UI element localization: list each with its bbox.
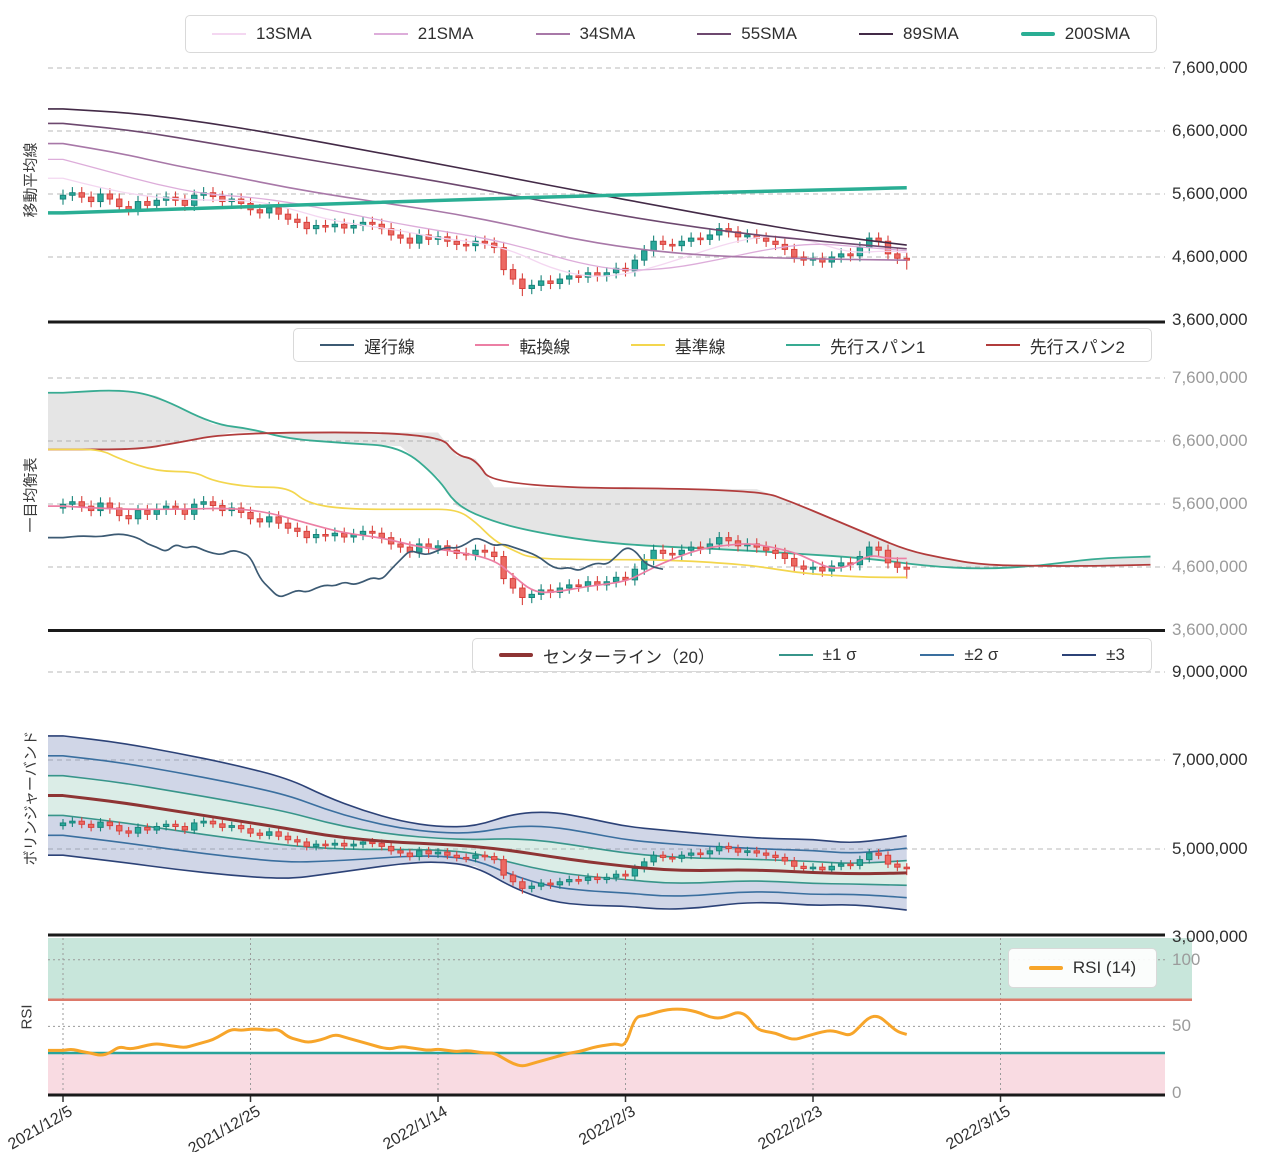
y-label: 0 <box>1172 1083 1182 1102</box>
legend-item-34sma[interactable]: 34SMA <box>535 24 635 44</box>
legend-item-centerline[interactable]: センターライン（20） <box>499 643 715 668</box>
y-label: 6,600,000 <box>1172 121 1248 140</box>
senkou1-swatch <box>786 344 821 346</box>
legend-item-senkou1[interactable]: 先行スパン1 <box>786 333 925 358</box>
sigma3-swatch <box>1062 654 1097 656</box>
y-label: 6,600,000 <box>1172 431 1248 450</box>
panel4-axis-title: RSI <box>18 1004 36 1030</box>
centerline-swatch <box>499 653 533 657</box>
y-label: 3,600,000 <box>1172 310 1248 329</box>
legend-item-chikou[interactable]: 遅行線 <box>320 333 415 358</box>
panel-rsi[interactable] <box>48 938 1192 1095</box>
21sma-swatch <box>373 33 408 35</box>
legend-item-sigma2[interactable]: ±2 σ <box>920 645 998 665</box>
200sma-swatch <box>1020 32 1055 36</box>
y-label: 7,000,000 <box>1172 750 1248 769</box>
legend-item-sigma1[interactable]: ±1 σ <box>778 645 857 665</box>
legend-item-13sma[interactable]: 13SMA <box>212 24 312 44</box>
panel3-axis-title: ボリンジャーバンド <box>22 730 40 866</box>
kijun-swatch <box>630 344 665 346</box>
sigma2-swatch <box>920 654 955 656</box>
panel-separator <box>48 629 1165 632</box>
y-label: 3,000,000 <box>1172 927 1248 946</box>
bollinger-legend: センターライン（20） ±1 σ ±2 σ ±3 <box>472 638 1152 672</box>
13sma-swatch <box>212 33 246 35</box>
34sma-swatch <box>535 33 570 35</box>
legend-item-tenkan[interactable]: 転換線 <box>475 333 570 358</box>
rsi-swatch <box>1028 966 1063 970</box>
panel-ichimoku[interactable] <box>48 389 1151 606</box>
rsi-legend: RSI (14) <box>1008 948 1157 988</box>
y-label: 7,600,000 <box>1172 368 1248 387</box>
ichimoku-legend: 遅行線 転換線 基準線 先行スパン1 先行スパン2 <box>293 328 1152 362</box>
panel-separator <box>48 320 1165 324</box>
panel1-axis-title: 移動平均線 <box>22 142 40 218</box>
y-label: 100 <box>1172 950 1201 969</box>
sigma1-swatch <box>778 654 813 656</box>
panel-moving-average[interactable] <box>48 108 910 297</box>
89sma-swatch <box>859 33 893 35</box>
legend-item-55sma[interactable]: 55SMA <box>697 24 797 44</box>
legend-item-senkou2[interactable]: 先行スパン2 <box>985 333 1125 358</box>
panel-bollinger[interactable] <box>48 735 910 911</box>
y-label: 3,600,000 <box>1172 620 1248 639</box>
panel-separator <box>48 1093 1165 1097</box>
55sma-swatch <box>697 33 732 35</box>
legend-item-200sma[interactable]: 200SMA <box>1020 24 1130 44</box>
legend-item-rsi[interactable]: RSI (14) <box>1028 958 1136 978</box>
y-label: 4,600,000 <box>1172 247 1248 266</box>
legend-item-89sma[interactable]: 89SMA <box>859 24 959 44</box>
y-label: 5,600,000 <box>1172 494 1248 513</box>
y-label: 4,600,000 <box>1172 557 1248 576</box>
senkou2-swatch <box>985 344 1020 346</box>
y-label: 7,600,000 <box>1172 58 1248 77</box>
tenkan-swatch <box>475 344 510 346</box>
panel2-axis-title: 一目均衡表 <box>22 457 40 533</box>
y-label: 50 <box>1172 1016 1191 1035</box>
y-label: 9,000,000 <box>1172 662 1248 681</box>
chikou-swatch <box>320 344 354 346</box>
legend-item-sigma3[interactable]: ±3 <box>1062 645 1125 665</box>
y-label: 5,000,000 <box>1172 839 1248 858</box>
legend-item-21sma[interactable]: 21SMA <box>373 24 474 44</box>
sma-legend: 13SMA 21SMA 34SMA 55SMA 89SMA 200SMA <box>185 15 1157 53</box>
panel-separator <box>48 933 1165 937</box>
legend-item-kijun[interactable]: 基準線 <box>630 333 726 358</box>
y-label: 5,600,000 <box>1172 184 1248 203</box>
